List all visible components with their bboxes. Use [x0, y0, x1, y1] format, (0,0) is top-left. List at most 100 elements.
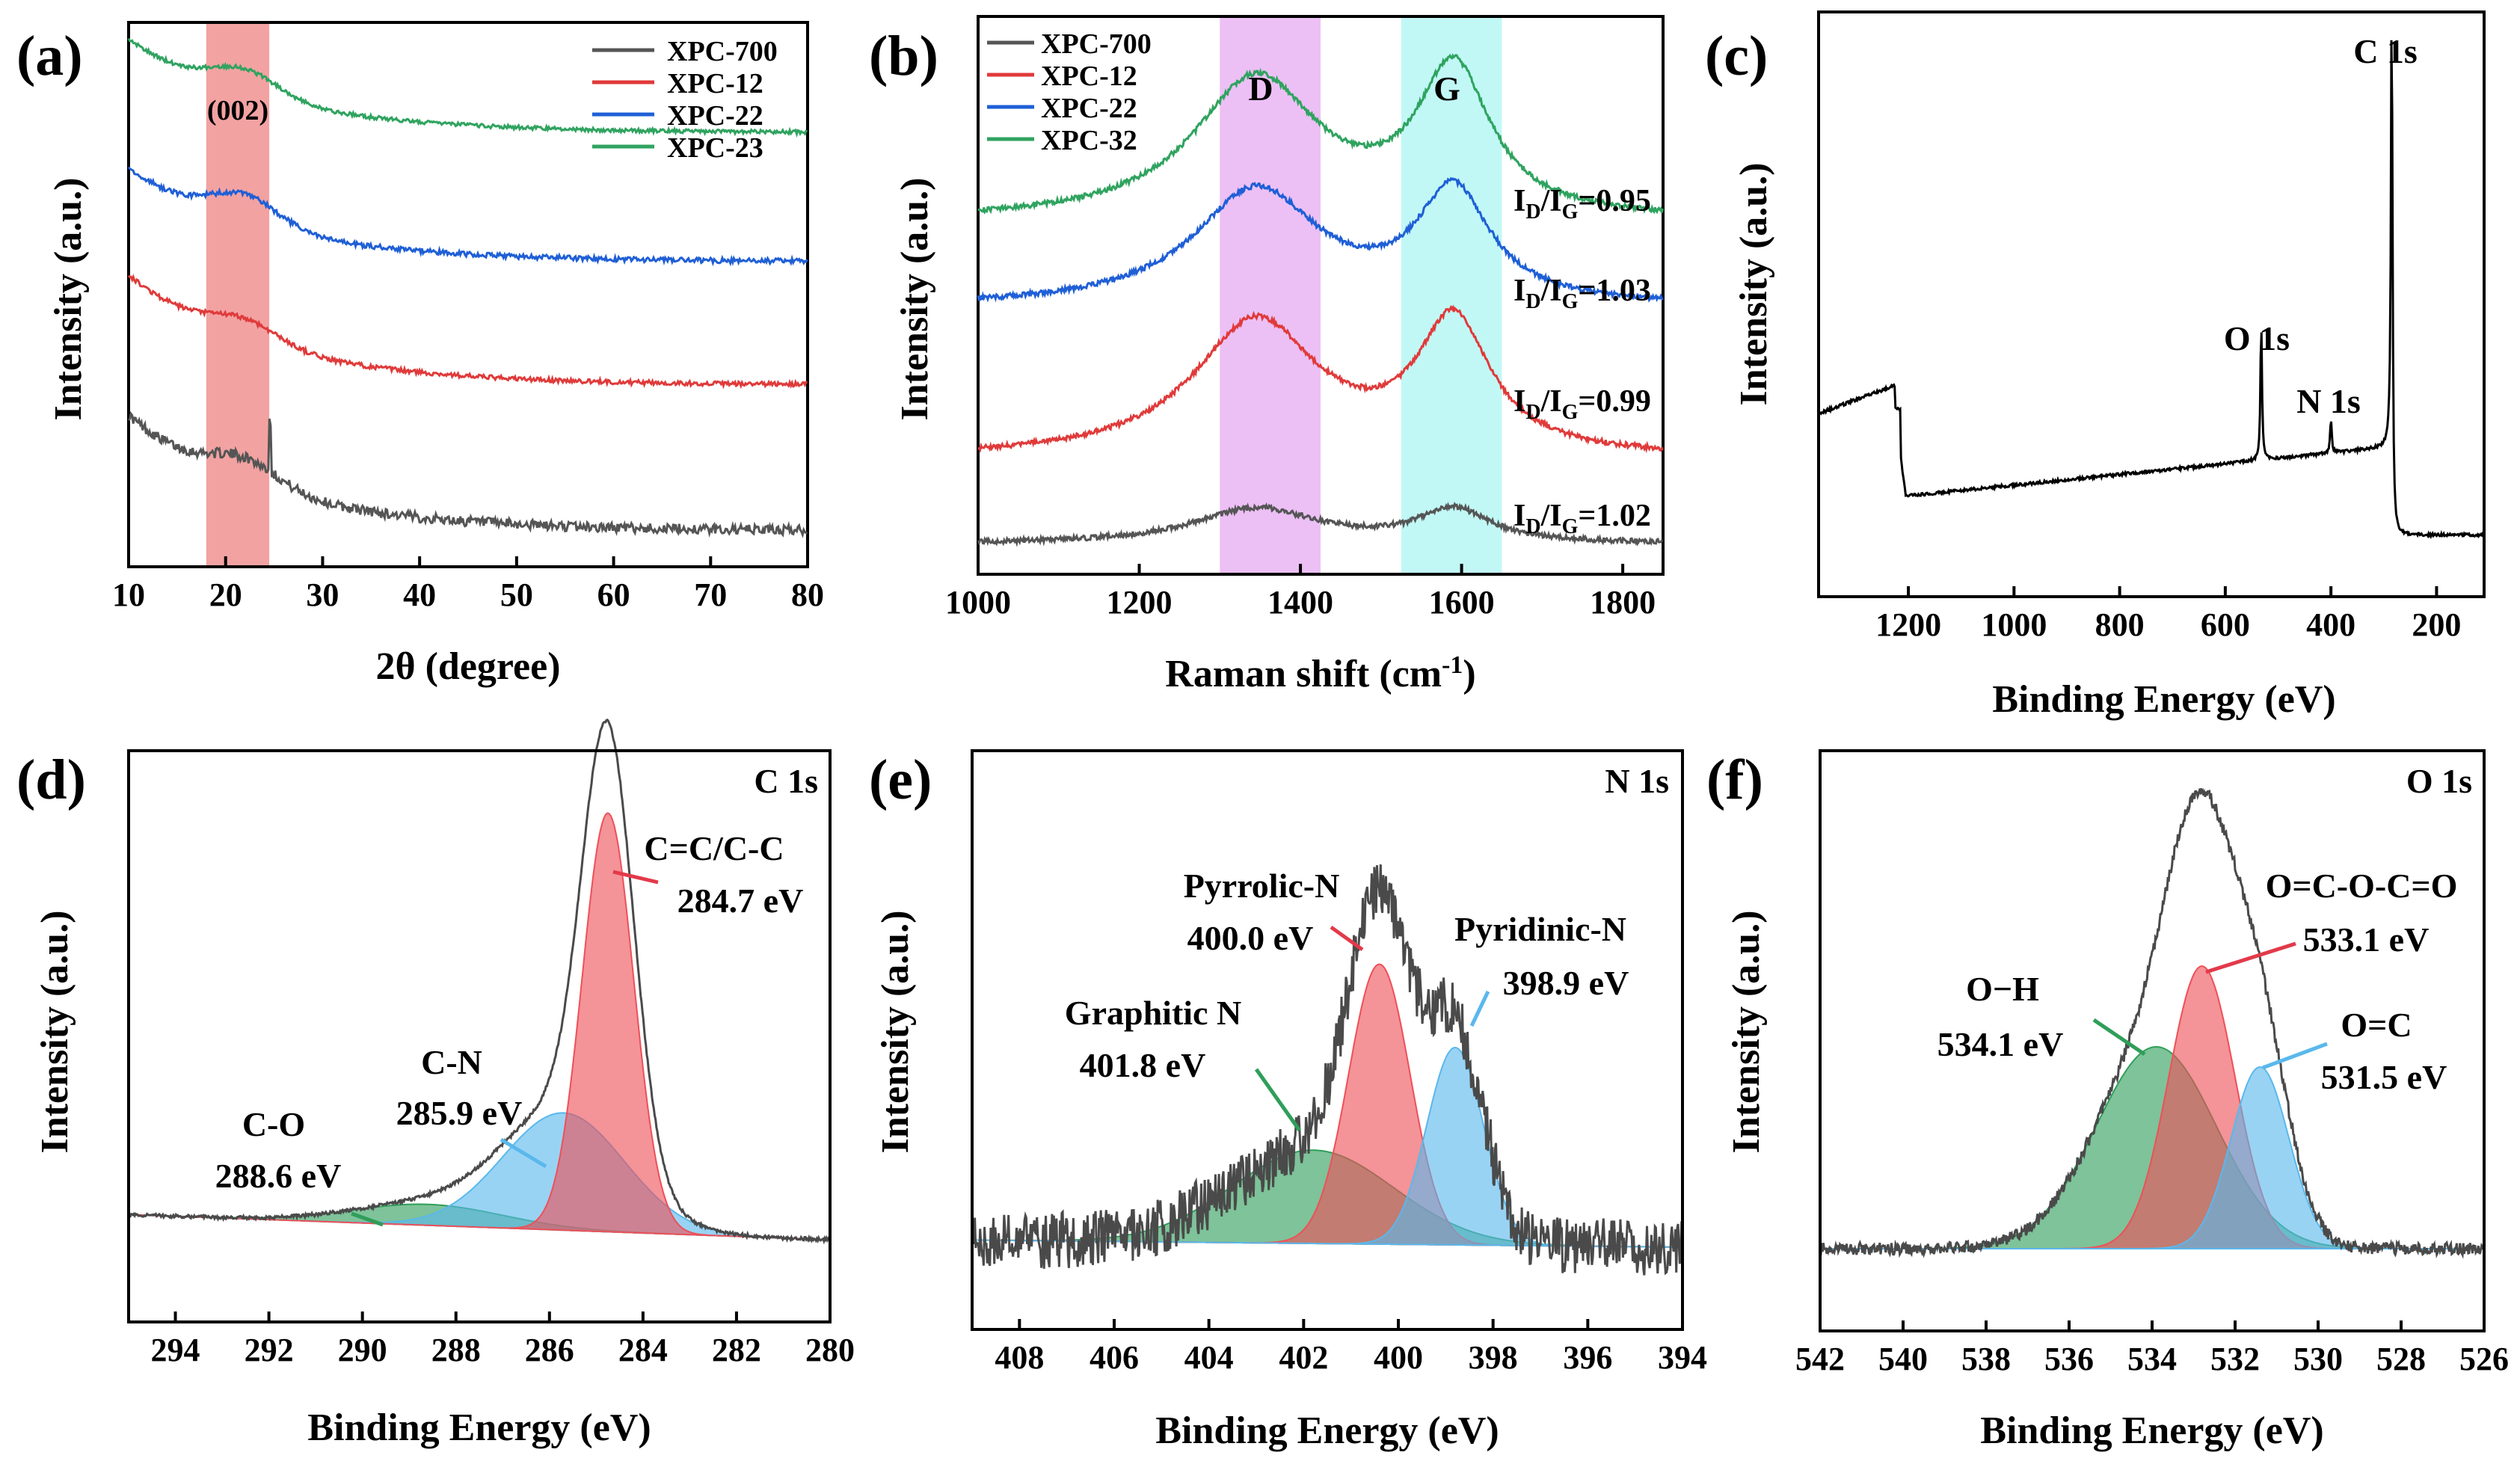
ratio-label-xpc-32: ID/IG=0.95	[1513, 184, 1651, 224]
panel-c-xtick-label: 1200	[1875, 606, 1941, 643]
panel-b-axes-frame	[977, 15, 1665, 576]
legend-entry-b-xpc-32: XPC-32	[1041, 125, 1137, 156]
panel-d-xtick-label: 288	[431, 1332, 481, 1368]
panel-b-g-band-label: G	[1433, 70, 1460, 108]
panel-c-ylabel: Intensity (a.u.)	[1733, 162, 1775, 405]
annotation-anhydride-name: O=C-O-C=O	[2266, 867, 2458, 905]
panel-f-xlabel: Binding Energy (eV)	[1980, 1409, 2323, 1452]
panel-d-ylabel: Intensity (a.u.)	[34, 910, 76, 1153]
panel-e-label: (e)	[869, 748, 932, 811]
series-line-xpc-22	[127, 166, 808, 267]
arrow-c-o	[351, 1211, 384, 1227]
panel-c-series	[1817, 40, 2485, 540]
panel-c-label: (c)	[1705, 25, 1768, 87]
annotation-pyrrolic-value: 400.0 eV	[1187, 919, 1314, 957]
series-line-b-xpc-32	[977, 53, 1665, 215]
panel-d-axes-frame	[127, 749, 832, 1323]
panel-b-ratio-labels: ID/IG=0.95 ID/IG=1.03 ID/IG=0.99 ID/IG=1…	[1513, 184, 1651, 538]
panel-d-xtick-label: 292	[245, 1332, 294, 1368]
panel-e-xtick-label: 406	[1090, 1339, 1139, 1376]
panel-e-xtick-label: 400	[1374, 1339, 1423, 1376]
peak-label-n1s: N 1s	[2296, 382, 2361, 420]
panel-e-xtick-label: 404	[1184, 1339, 1234, 1376]
arrow-anhydride	[2205, 941, 2296, 974]
panel-a-xtick-label: 60	[597, 576, 630, 613]
series-line-xpc-700	[127, 410, 808, 538]
panel-f-xtick-label: 540	[1878, 1341, 1928, 1377]
annotation-anhydride-value: 533.1 eV	[2303, 920, 2430, 959]
panel-b-label: (b)	[869, 25, 938, 87]
panel-c-xtick-label: 1000	[1981, 606, 2047, 643]
panel-f-ylabel: Intensity (a.u.)	[1725, 910, 1768, 1153]
annotation-graphitic-value: 401.8 eV	[1080, 1046, 1206, 1084]
panel-b-ticks: 1000 1200 1400 1600 1800	[945, 564, 1656, 621]
panel-e-corner-label: N 1s	[1605, 762, 1669, 800]
panel-d: 294 292 290 288 286 284 282 280 (d) C 1s C-O 28…	[16, 719, 855, 1449]
panel-f-xtick-label: 528	[2376, 1341, 2426, 1377]
panel-a-xtick-label: 30	[306, 576, 339, 613]
annotation-pyridinic-value: 398.9 eV	[1503, 964, 1629, 1002]
panel-d-xtick-label: 282	[712, 1332, 761, 1368]
survey-spectrum-line	[1817, 40, 2485, 540]
panel-f: 542 540 538 536 534 532 530 528 526 (f) O 1s O−H…	[1706, 748, 2509, 1452]
panel-d-corner-label: C 1s	[754, 762, 818, 800]
panel-f-annotations: O−H 534.1 eV O=C-O-C=O 533.1 eV O=C 531.…	[1937, 867, 2458, 1096]
panel-a-label: (a)	[16, 25, 83, 87]
annotation-oh-name: O−H	[1966, 970, 2039, 1008]
panel-f-xtick-label: 538	[1961, 1341, 2011, 1377]
panel-e-ylabel: Intensity (a.u.)	[874, 910, 917, 1153]
annotation-cc-name: C=C/C-C	[644, 829, 784, 867]
panel-d-xtick-label: 286	[525, 1332, 574, 1368]
panel-e-xlabel: Binding Energy (eV)	[1155, 1409, 1499, 1452]
panel-b-xtick-label: 1000	[945, 584, 1011, 621]
panel-e-xtick-label: 408	[995, 1339, 1044, 1376]
panel-c-xtick-label: 600	[2201, 606, 2250, 643]
panel-d-envelope	[127, 719, 830, 1245]
panel-e-xtick-label: 398	[1469, 1339, 1518, 1376]
annotation-graphitic-name: Graphitic N	[1065, 994, 1241, 1032]
panel-f-label: (f)	[1706, 748, 1763, 811]
panel-d-envelope-line	[127, 719, 830, 1245]
panel-a-series	[127, 37, 808, 538]
ratio-label-xpc-700: ID/IG=1.02	[1513, 499, 1651, 538]
panel-a-highlight-label: (002)	[207, 95, 268, 126]
panel-f-xtick-label: 532	[2210, 1341, 2260, 1377]
arrow-graphitic	[1254, 1068, 1302, 1132]
arrow-oc	[2262, 1042, 2328, 1070]
panel-a-xtick-label: 40	[403, 576, 436, 613]
panel-a-ticks: 10 20 30 40 50 60 70 80	[112, 556, 824, 613]
panel-a-axes-frame	[127, 21, 809, 568]
panel-c-xlabel: Binding Energy (eV)	[1992, 678, 2335, 721]
peak-label-c1s: C 1s	[2353, 32, 2418, 70]
panel-f-corner-label: O 1s	[2406, 762, 2472, 800]
panel-a-xtick-label: 50	[500, 576, 533, 613]
panel-c-ticks: 1200 1000 800 600 400 200	[1875, 586, 2461, 643]
arrow-pyridinic	[1469, 990, 1490, 1027]
panel-a-highlight-band	[206, 22, 270, 567]
panel-e-xtick-label: 402	[1279, 1339, 1328, 1376]
arrow-pyrrolic	[1330, 925, 1364, 952]
legend-entry-xpc-22: XPC-22	[667, 100, 763, 132]
panel-e-annotations: Graphitic N 401.8 eV Pyrrolic-N 400.0 eV…	[1065, 867, 1629, 1132]
annotation-c-n-name: C-N	[421, 1043, 482, 1081]
panel-e: 408 406 404 402 400 398 396 394 (e) N 1s Graphi…	[869, 748, 1707, 1452]
panel-b: 1000 1200 1400 1600 1800 (b) D G Raman shift…	[869, 15, 1665, 695]
panel-d-annotations: C-O 288.6 eV C-N 285.9 eV C=C/C-C 284.7 …	[215, 829, 803, 1227]
panel-a: 10 20 30 40 50 60 70 80 (a) (002) 2θ (degree) I…	[16, 21, 824, 688]
panel-b-series	[977, 53, 1665, 547]
series-line-b-xpc-12	[977, 304, 1664, 454]
panel-e-axes-frame	[971, 749, 1684, 1331]
arrow-c-n	[500, 1137, 547, 1169]
panel-c-axes-frame	[1817, 10, 2486, 598]
panel-e-xtick-label: 396	[1563, 1339, 1612, 1376]
panel-d-xtick-label: 280	[805, 1332, 855, 1368]
legend-entry-xpc-23: XPC-23	[667, 132, 763, 164]
panel-f-xtick-label: 542	[1795, 1341, 1845, 1377]
panel-f-envelope-line	[1819, 787, 2486, 1259]
ratio-label-xpc-12: ID/IG=0.99	[1513, 384, 1651, 424]
panel-e-xtick-label: 394	[1658, 1339, 1707, 1376]
panel-f-ticks: 542 540 538 536 534 532 530 528 526	[1795, 1320, 2509, 1377]
panel-b-xtick-label: 1800	[1590, 584, 1656, 621]
panel-a-xlabel: 2θ (degree)	[375, 645, 560, 688]
